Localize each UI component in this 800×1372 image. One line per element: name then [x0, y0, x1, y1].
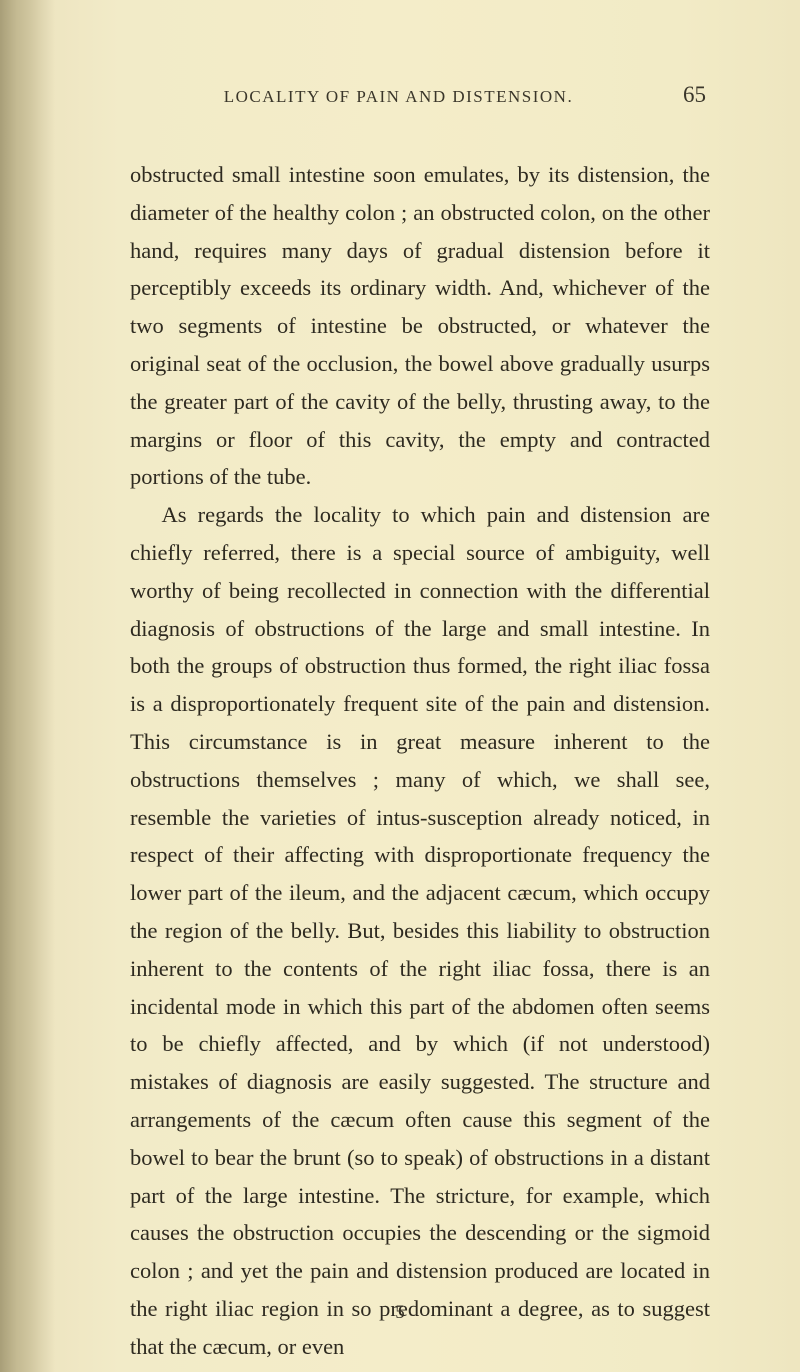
- binding-edge: [0, 0, 14, 1372]
- body-text: obstructed small intestine soon emulates…: [130, 156, 710, 1366]
- page-header: LOCALITY OF PAIN AND DISTENSION. 65: [130, 82, 710, 108]
- page-number: 65: [683, 82, 706, 108]
- paragraph-1: obstructed small intestine soon emulates…: [130, 156, 710, 496]
- paragraph-2: As regards the locality to which pain an…: [130, 496, 710, 1365]
- signature-number: 5: [0, 1302, 800, 1324]
- running-head: LOCALITY OF PAIN AND DISTENSION.: [134, 87, 663, 107]
- book-page: LOCALITY OF PAIN AND DISTENSION. 65 obst…: [0, 0, 800, 1372]
